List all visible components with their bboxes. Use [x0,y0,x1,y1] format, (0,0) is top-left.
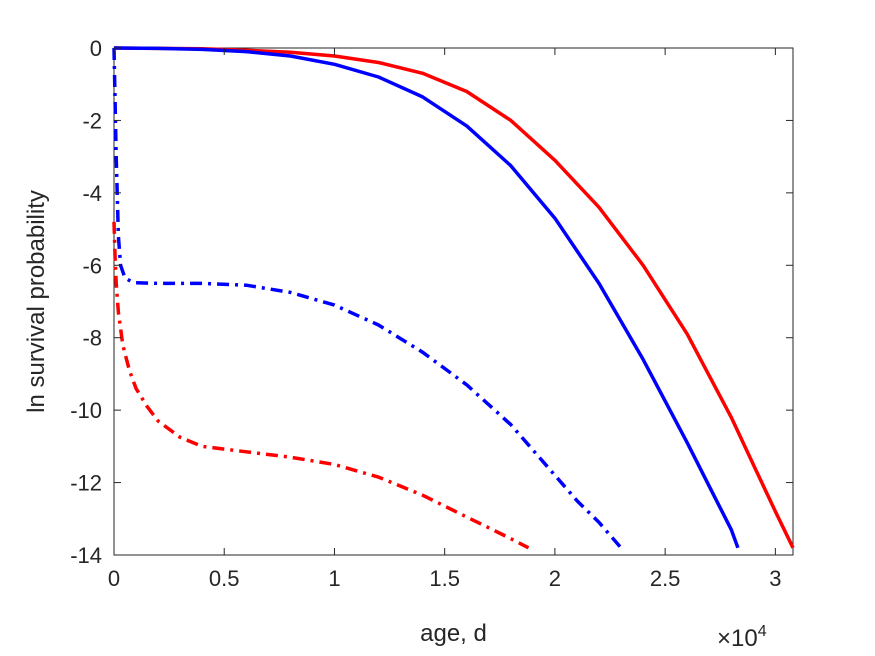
x-axis-label: age, d [420,620,487,647]
y-tick-label: -8 [82,326,102,351]
series-line-4 [112,221,530,550]
series-line-3 [112,47,623,549]
y-tick-label: 0 [90,36,102,61]
y-tick-label: -14 [70,543,102,568]
y-tick-label: -6 [82,253,102,278]
tick-layer: 0 0.5 1 1.5 2 2.5 3 0 -2 -4 -6 -8 -10 -12 -14 [70,36,793,591]
x-axis-exponent-base: ×10 [717,625,758,652]
axes-box [113,47,794,556]
x-axis-exponent-power: 4 [758,623,767,640]
plot-area: 0 0.5 1 1.5 2 2.5 3 0 -2 -4 -6 -8 -10 -12 -14 [70,36,795,591]
y-tick-label: -10 [70,398,102,423]
x-tick-label: 3 [769,566,781,591]
x-axis-exponent-label: ×104 [717,623,767,652]
x-tick-label: 0.5 [209,566,240,591]
y-axis-label: ln survival probability [23,190,50,413]
x-tick-label: 0 [108,566,120,591]
x-tick-label: 2 [549,566,561,591]
x-tick-label: 1.5 [429,566,460,591]
y-tick-label: -2 [82,108,102,133]
x-tick-label: 2.5 [650,566,681,591]
x-tick-label: 1 [328,566,340,591]
y-tick-label: -12 [70,471,102,496]
series-line-2 [113,46,740,549]
series-layer [112,46,795,550]
y-tick-label: -4 [82,181,102,206]
